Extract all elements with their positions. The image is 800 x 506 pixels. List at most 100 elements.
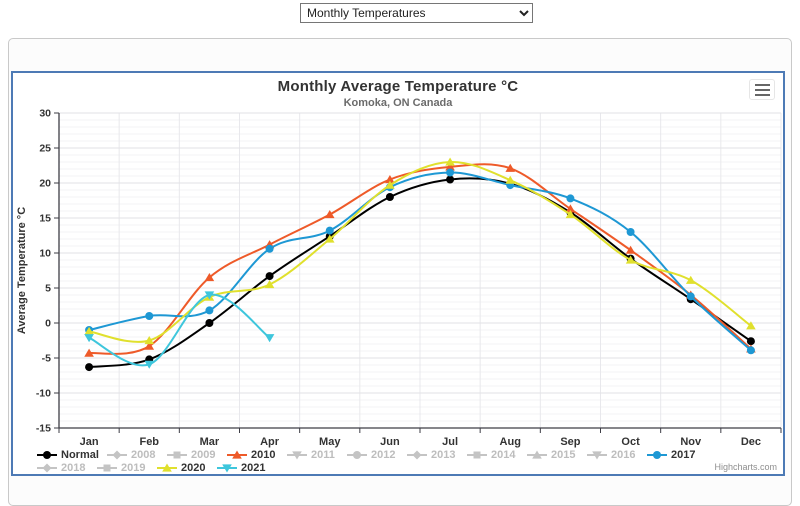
data-point-marker[interactable] <box>265 244 274 253</box>
data-point-marker[interactable] <box>565 210 576 219</box>
y-tick-label: 10 <box>39 248 51 260</box>
data-point-marker[interactable] <box>746 321 756 330</box>
data-point-marker[interactable] <box>144 360 155 369</box>
data-point-marker[interactable] <box>385 180 395 189</box>
data-point-marker[interactable] <box>625 245 636 254</box>
data-point-marker[interactable] <box>566 194 575 203</box>
triangle-down-marker-icon <box>287 451 307 460</box>
chart-container: Monthly Average Temperature °C Komoka, O… <box>11 71 785 476</box>
data-point-marker[interactable] <box>653 451 661 459</box>
data-point-marker[interactable] <box>446 168 455 177</box>
data-point-marker[interactable] <box>222 464 232 473</box>
data-point-marker[interactable] <box>473 451 481 459</box>
legend-item-2010[interactable]: 2010 <box>227 449 287 461</box>
legend-label: 2013 <box>431 449 456 461</box>
x-tick-label: May <box>319 436 341 448</box>
dataset-select[interactable]: Monthly Temperatures <box>300 3 533 23</box>
triangle-down-marker-icon <box>217 464 237 473</box>
data-point-marker[interactable] <box>324 210 335 219</box>
data-point-marker[interactable] <box>144 341 155 350</box>
data-point-marker[interactable] <box>445 157 455 166</box>
legend-item-2020[interactable]: 2020 <box>157 462 217 474</box>
legend-label: Normal <box>61 449 99 461</box>
legend-item-2016[interactable]: 2016 <box>587 449 647 461</box>
y-tick-label: 20 <box>39 178 51 190</box>
data-point-marker[interactable] <box>162 463 172 472</box>
x-tick-label: Feb <box>139 436 159 448</box>
series-line-2021[interactable] <box>88 293 271 367</box>
legend-item-2021[interactable]: 2021 <box>217 462 277 474</box>
data-point-marker[interactable] <box>43 451 51 459</box>
chart-context-menu-button[interactable] <box>749 79 775 100</box>
legend-label: 2016 <box>611 449 636 461</box>
data-point-marker[interactable] <box>265 272 274 281</box>
x-tick-label: Oct <box>621 436 640 448</box>
legend-item-2011[interactable]: 2011 <box>287 449 347 461</box>
hamburger-icon <box>754 83 770 86</box>
data-point-marker[interactable] <box>353 451 361 459</box>
legend-item-normal[interactable]: Normal <box>37 449 107 461</box>
legend-label: 2021 <box>241 462 266 474</box>
legend-row: Normal 2008 2009 2010 2011 2012 2013 2014 2015 20… <box>37 449 779 461</box>
data-point-marker[interactable] <box>173 451 181 459</box>
data-point-marker[interactable] <box>325 226 334 235</box>
circle-marker-icon <box>37 451 57 459</box>
data-point-marker[interactable] <box>84 334 94 343</box>
legend-item-2015[interactable]: 2015 <box>527 449 587 461</box>
data-point-marker[interactable] <box>505 163 516 172</box>
legend-label: 2008 <box>131 449 156 461</box>
data-point-marker[interactable] <box>685 275 696 284</box>
data-point-marker[interactable] <box>445 162 455 171</box>
data-point-marker[interactable] <box>446 175 455 184</box>
data-point-marker[interactable] <box>625 255 636 264</box>
legend-item-2017[interactable]: 2017 <box>647 449 707 461</box>
legend-item-2019[interactable]: 2019 <box>97 462 157 474</box>
data-point-marker[interactable] <box>85 363 94 372</box>
y-tick-label: 15 <box>39 213 51 225</box>
diamond-marker-icon <box>407 450 427 460</box>
data-point-marker[interactable] <box>232 450 242 459</box>
legend-item-2012[interactable]: 2012 <box>347 449 407 461</box>
y-axis-title: Average Temperature °C <box>16 207 28 334</box>
legend-item-2013[interactable]: 2013 <box>407 449 467 461</box>
data-point-marker[interactable] <box>292 451 302 460</box>
data-point-marker[interactable] <box>592 451 602 460</box>
data-point-marker[interactable] <box>686 292 695 301</box>
data-point-marker[interactable] <box>264 280 275 289</box>
data-point-marker[interactable] <box>42 463 52 473</box>
data-point-marker[interactable] <box>264 334 275 343</box>
data-point-marker[interactable] <box>385 175 395 184</box>
triangle-marker-icon <box>157 463 177 472</box>
data-point-marker[interactable] <box>144 336 155 345</box>
data-point-marker[interactable] <box>565 204 576 213</box>
legend-item-2009[interactable]: 2009 <box>167 449 227 461</box>
data-point-marker[interactable] <box>532 450 542 459</box>
triangle-marker-icon <box>527 450 547 459</box>
data-point-marker[interactable] <box>204 273 215 282</box>
data-point-marker[interactable] <box>505 175 516 184</box>
legend-item-2008[interactable]: 2008 <box>107 449 167 461</box>
data-point-marker[interactable] <box>205 306 214 315</box>
x-tick-label: Apr <box>260 436 280 448</box>
data-point-marker[interactable] <box>626 228 635 236</box>
data-point-marker[interactable] <box>145 312 154 320</box>
data-point-marker[interactable] <box>412 450 422 460</box>
diamond-marker-icon <box>37 463 57 473</box>
data-point-marker[interactable] <box>84 348 94 357</box>
data-point-marker[interactable] <box>84 326 94 335</box>
data-point-marker[interactable] <box>103 464 111 472</box>
legend-item-2018[interactable]: 2018 <box>37 462 97 474</box>
credits-link[interactable]: Highcharts.com <box>714 462 777 472</box>
hamburger-icon <box>754 88 770 91</box>
data-point-marker[interactable] <box>324 234 335 243</box>
data-point-marker[interactable] <box>746 346 755 355</box>
data-point-marker[interactable] <box>112 450 122 460</box>
data-point-marker[interactable] <box>746 337 755 346</box>
data-point-marker[interactable] <box>205 319 214 327</box>
legend-item-2014[interactable]: 2014 <box>467 449 527 461</box>
data-point-marker[interactable] <box>204 291 215 300</box>
diamond-marker-icon <box>107 450 127 460</box>
legend-label: 2011 <box>311 449 335 461</box>
y-tick-label: -10 <box>36 388 51 400</box>
data-point-marker[interactable] <box>385 193 394 201</box>
